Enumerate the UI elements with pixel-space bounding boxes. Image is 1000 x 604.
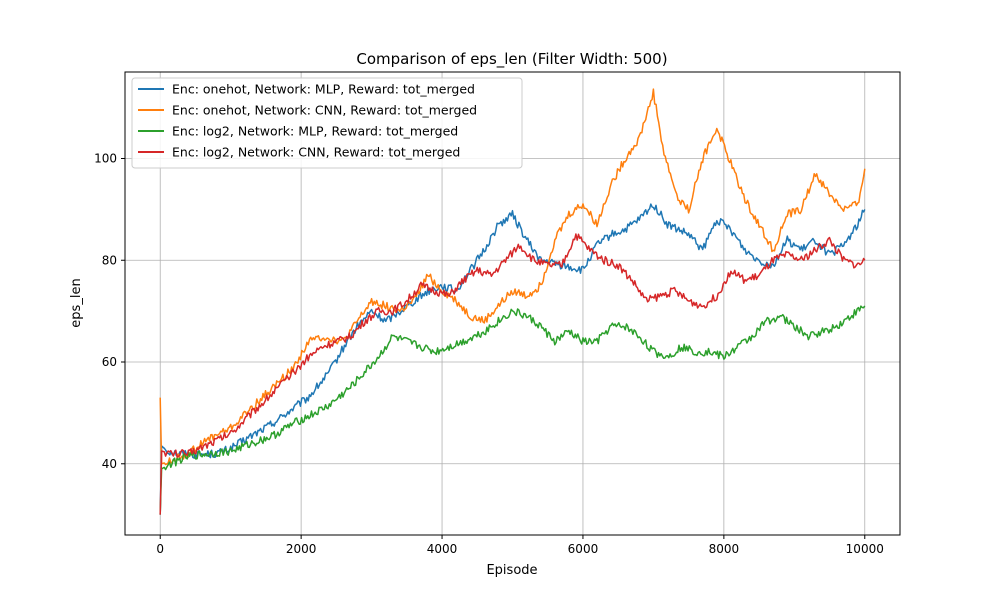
legend-label-1: Enc: onehot, Network: MLP, Reward: tot_m…	[172, 82, 475, 97]
chart-title: Comparison of eps_len (Filter Width: 500…	[356, 50, 667, 69]
legend-label-4: Enc: log2, Network: CNN, Reward: tot_mer…	[172, 145, 460, 160]
series-line-3	[159, 305, 866, 515]
x-tick-label: 2000	[286, 542, 317, 556]
series-line-2	[159, 88, 866, 466]
legend-box	[131, 77, 523, 169]
x-tick-label: 8000	[709, 542, 740, 556]
y-tick-label: 60	[102, 355, 117, 369]
series-lines	[159, 88, 866, 515]
x-tick-label: 4000	[427, 542, 458, 556]
x-tick-label: 10000	[846, 542, 884, 556]
y-axis-label: eps_len	[69, 278, 84, 327]
y-tick-label: 40	[102, 457, 117, 471]
legend-label-2: Enc: onehot, Network: CNN, Reward: tot_m…	[172, 103, 477, 118]
x-tick-label: 6000	[568, 542, 599, 556]
series-line-1	[159, 203, 866, 515]
series-line-4	[159, 233, 866, 515]
plot-area-frame	[124, 71, 901, 536]
x-tick-label: 0	[156, 542, 164, 556]
y-tick-label: 80	[102, 253, 117, 267]
axis-ticks: 0 2000 4000 6000 8000 10000 40 60 80 100	[94, 151, 884, 556]
x-axis-label: Episode	[486, 563, 537, 578]
legend-label-3: Enc: log2, Network: MLP, Reward: tot_mer…	[172, 124, 458, 139]
legend: Enc: onehot, Network: MLP, Reward: tot_m…	[131, 77, 523, 169]
y-tick-label: 100	[94, 151, 117, 165]
